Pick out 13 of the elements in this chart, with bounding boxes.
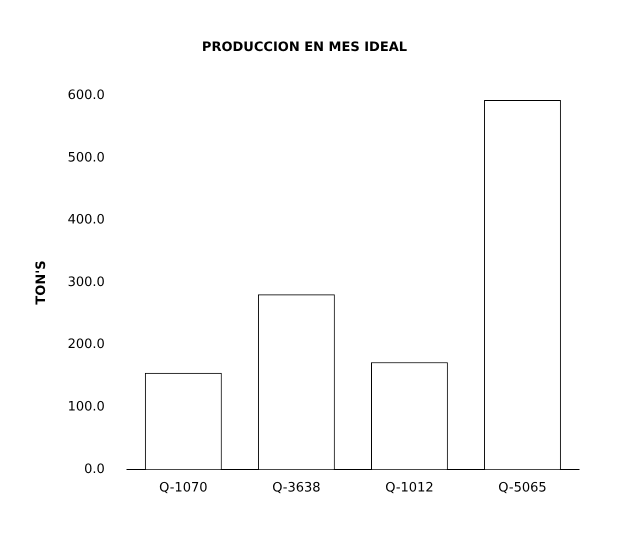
y-tick-label: 100.0	[68, 399, 105, 414]
y-tick-label: 600.0	[68, 88, 105, 103]
y-tick-label: 200.0	[68, 337, 105, 352]
x-tick-label: Q-1070	[159, 480, 208, 496]
x-tick-label: Q-5065	[498, 480, 547, 496]
y-tick-label: 400.0	[68, 212, 105, 228]
x-tick-label: Q-1012	[385, 480, 434, 496]
x-tick-label: Q-3638	[272, 480, 321, 496]
y-tick-label: 0.0	[84, 462, 105, 477]
y-tick-label: 300.0	[68, 274, 105, 290]
y-axis-title: TON'S	[34, 260, 50, 305]
y-tick-label: 500.0	[68, 150, 105, 166]
chart-title: PRODUCCION EN MES IDEAL	[202, 40, 408, 56]
